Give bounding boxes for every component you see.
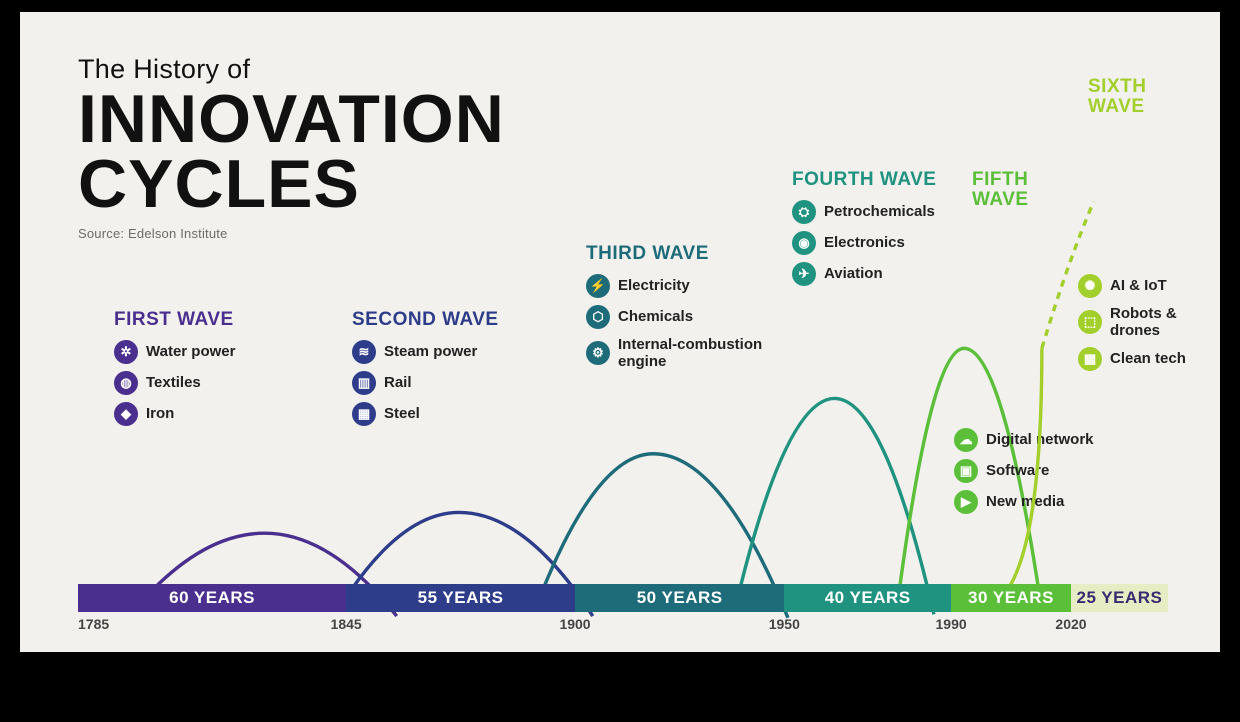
year-tick-1990: 1990 xyxy=(936,616,967,632)
wave-title-fifth: FIFTH WAVE xyxy=(972,170,1122,210)
year-tick-1845: 1845 xyxy=(331,616,362,632)
heading-line-1: INNOVATION xyxy=(78,87,505,152)
timeline-seg-3: 40 YEARS xyxy=(784,584,951,612)
wave-fourth-item-1-icon: ◉ xyxy=(792,231,816,255)
wave-sixth-item-0-icon: ✺ xyxy=(1078,274,1102,298)
wave-sixth-item-0: ✺ AI & IoT xyxy=(1078,274,1228,298)
timeline-seg-2: 50 YEARS xyxy=(575,584,784,612)
timeline-seg-4: 30 YEARS xyxy=(951,584,1071,612)
timeline-seg-5: 25 YEARS xyxy=(1071,584,1168,612)
wave-label-sixth: SIXTH WAVE xyxy=(1088,77,1238,127)
heading-block: The History of INNOVATION CYCLES Source:… xyxy=(78,54,505,241)
wave-fourth-item-0-icon: ⛭ xyxy=(792,200,816,224)
wave-sixth-item-2-icon: ▦ xyxy=(1078,347,1102,371)
timeline-years: 1785 1845 1900 1950 1990 2020 xyxy=(78,616,1168,636)
year-tick-1950: 1950 xyxy=(769,616,800,632)
timeline-bar: 60 YEARS55 YEARS50 YEARS40 YEARS30 YEARS… xyxy=(78,584,1168,612)
wave-items-sixth: ✺ AI & IoT ⬚ Robots & drones ▦ Clean tech xyxy=(1078,274,1228,371)
year-tick-1785: 1785 xyxy=(78,616,109,632)
wave-sixth-item-1-icon: ⬚ xyxy=(1078,310,1102,334)
wave-title-third: THIRD WAVE xyxy=(586,244,798,264)
timeline-seg-0: 60 YEARS xyxy=(78,584,346,612)
wave-title-fourth: FOURTH WAVE xyxy=(792,170,942,190)
year-tick-1900: 1900 xyxy=(559,616,590,632)
wave-fourth-item-1: ◉ Electronics xyxy=(792,231,942,255)
wave-sixth-item-2-label: Clean tech xyxy=(1110,350,1186,367)
wave-sixth-item-1-label: Robots & drones xyxy=(1110,305,1228,340)
wave-sixth-item-2: ▦ Clean tech xyxy=(1078,347,1228,371)
wave-fourth-item-0: ⛭ Petrochemicals xyxy=(792,200,942,224)
heading-line-2: CYCLES xyxy=(78,152,505,217)
wave-title-sixth: SIXTH WAVE xyxy=(1088,77,1238,117)
year-tick-2020: 2020 xyxy=(1055,616,1086,632)
wave-sixth-item-1: ⬚ Robots & drones xyxy=(1078,305,1228,340)
wave-label-fifth: FIFTH WAVE xyxy=(972,170,1122,220)
wave-sixth-item-0-label: AI & IoT xyxy=(1110,277,1167,294)
heading-source: Source: Edelson Institute xyxy=(78,226,505,241)
infographic-frame: The History of INNOVATION CYCLES Source:… xyxy=(20,12,1220,652)
wave-fourth-item-1-label: Electronics xyxy=(824,234,905,251)
timeline-seg-1: 55 YEARS xyxy=(346,584,575,612)
wave-fourth-item-0-label: Petrochemicals xyxy=(824,203,935,220)
waves-chart: FIRST WAVE✲Water power◍Textiles◆IronSECO… xyxy=(78,262,1168,582)
